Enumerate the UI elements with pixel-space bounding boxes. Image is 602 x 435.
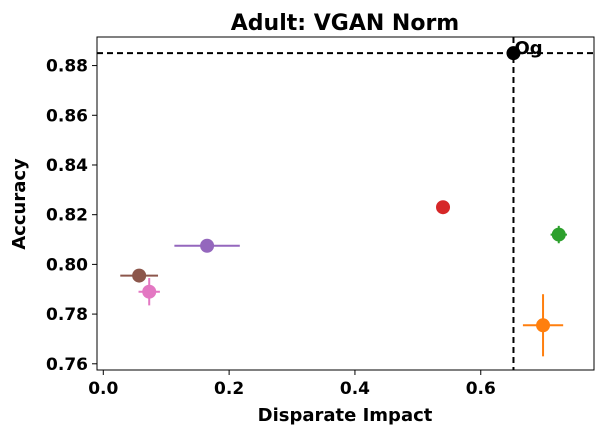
- annotations: Og: [514, 38, 542, 59]
- annotation-label: Og: [514, 38, 542, 59]
- plot-area: [96, 36, 595, 371]
- data-point: [142, 284, 157, 299]
- x-tick-label: 0.0: [88, 379, 118, 399]
- chart-title: Adult: VGAN Norm: [231, 11, 459, 36]
- data-points: [120, 46, 567, 357]
- x-axis-label: Disparate Impact: [258, 405, 433, 426]
- data-point: [436, 200, 451, 215]
- y-axis-ticks: 0.76 0.78 0.80 0.82 0.84 0.86 0.88: [46, 57, 97, 375]
- y-tick-label: 0.84: [46, 156, 88, 176]
- y-tick-label: 0.86: [46, 106, 88, 126]
- data-point: [506, 46, 521, 61]
- plot-frame: [96, 36, 595, 371]
- y-tick-label: 0.80: [46, 255, 88, 275]
- x-tick-label: 0.2: [214, 379, 244, 399]
- plot-background: [97, 37, 594, 370]
- data-point: [132, 268, 147, 283]
- y-tick-label: 0.88: [46, 57, 88, 77]
- y-tick-label: 0.82: [46, 206, 88, 226]
- y-tick-label: 0.76: [46, 355, 88, 375]
- data-point: [551, 227, 566, 242]
- data-point: [536, 318, 551, 333]
- x-tick-label: 0.6: [466, 379, 496, 399]
- y-tick-label: 0.78: [46, 305, 88, 325]
- data-point: [200, 238, 215, 253]
- y-axis-label: Accuracy: [9, 158, 30, 250]
- x-tick-label: 0.4: [340, 379, 370, 399]
- x-axis-ticks: 0.0 0.2 0.4 0.6: [88, 370, 496, 399]
